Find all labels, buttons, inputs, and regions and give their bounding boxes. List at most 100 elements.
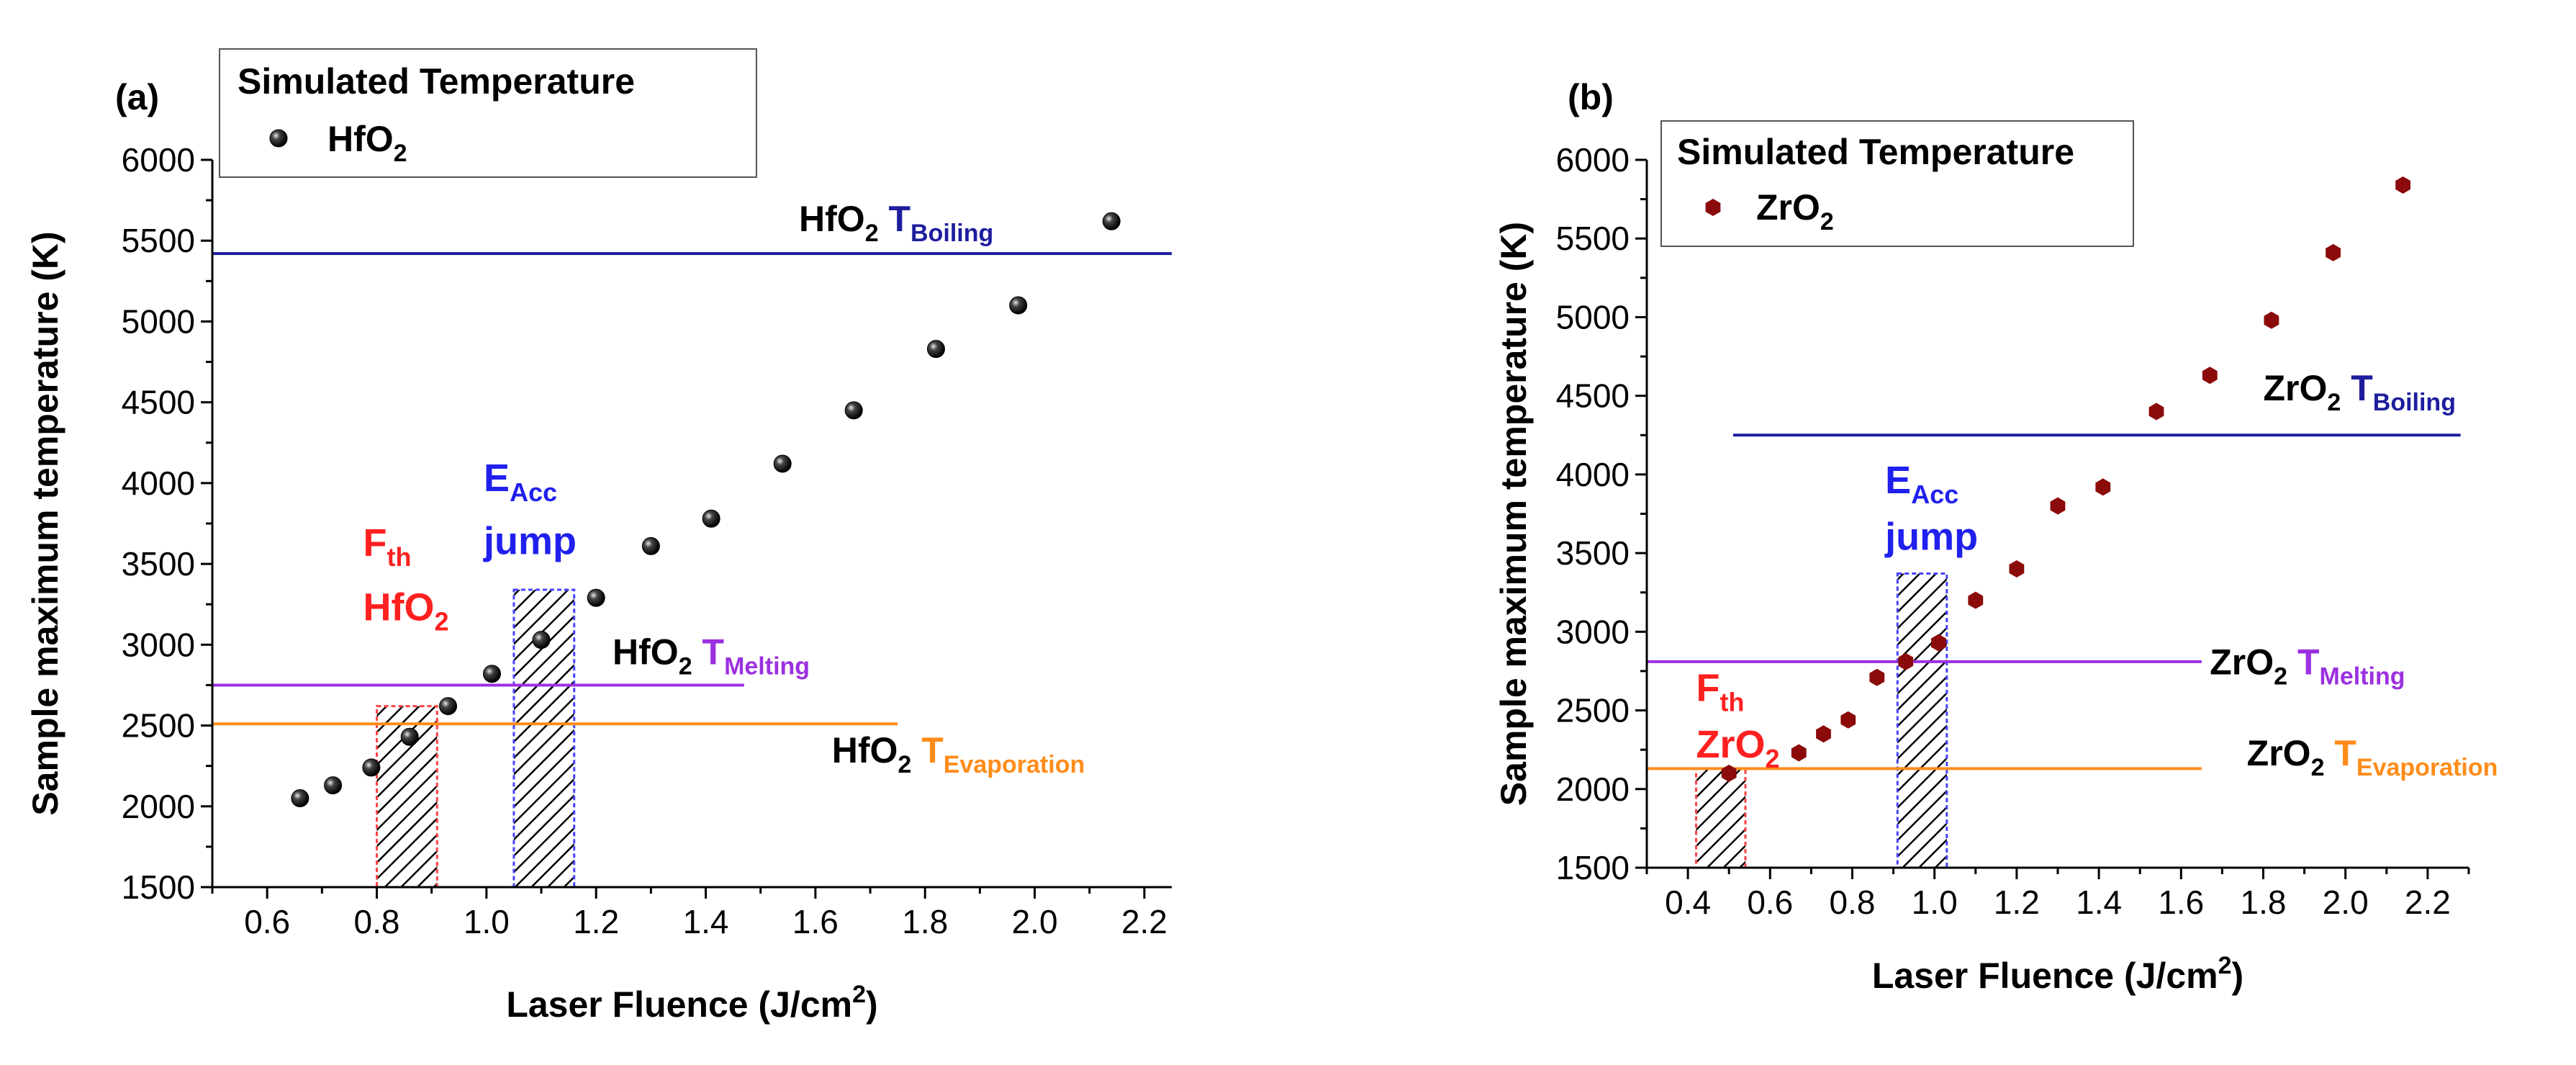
panel-b-x-axis-label-main: Laser Fluence (J/cm xyxy=(1872,956,2218,996)
panel-a-ytick-label: 2500 xyxy=(122,707,195,745)
panel-a-xtick-label: 1.6 xyxy=(792,903,839,940)
panel-a-evaporation-label-t: T xyxy=(911,730,943,770)
panel-b-boiling-label-main: ZrO xyxy=(2264,368,2328,408)
panel-a-legend-entry-main: HfO xyxy=(327,119,394,159)
panel-b-legend-title: Simulated Temperature xyxy=(1677,132,2074,172)
panel-a-fth-label-line1: Fth xyxy=(363,521,411,572)
panel-a-ytick-label: 3000 xyxy=(122,626,195,663)
panel-a-melting-label: HfO2 TMelting xyxy=(613,632,810,680)
panel-b-fth-label-line2-sub: 2 xyxy=(1766,744,1780,773)
panel-a-data-point xyxy=(1102,212,1121,230)
panel-b-data-point xyxy=(1898,652,1914,670)
panel-b-boiling-label-sub: 2 xyxy=(2327,389,2341,416)
panel-b-legend-entry-main: ZrO xyxy=(1756,187,1820,228)
panel-b-ytick-label: 5000 xyxy=(1556,298,1630,336)
panel-a-boiling-label-t-sub: Boiling xyxy=(910,220,993,247)
panel-a-melting-label-t: T xyxy=(692,632,724,672)
panel-b-xtick-label: 1.0 xyxy=(1912,884,1958,921)
panel-b-legend-box xyxy=(1660,120,2134,247)
panel-b-data-point xyxy=(2148,403,2164,421)
panel-b-xtick-label: 0.4 xyxy=(1665,884,1711,921)
panel-a-data-point xyxy=(439,697,458,716)
panel-b-x-axis-label-end: ) xyxy=(2232,956,2244,996)
panel-a-data-point xyxy=(400,727,419,746)
panel-a-xtick-label: 2.0 xyxy=(1012,903,1058,940)
panel-b-data-point xyxy=(1816,725,1831,743)
panel-b-ytick-label: 5500 xyxy=(1556,220,1630,257)
panel-a: (a) 1500 2000 2500 3000 3500 4000 4500 5000 5500 6… xyxy=(25,48,1172,1025)
panel-b-fth-label-line2-main: ZrO xyxy=(1696,723,1766,766)
panel-a-boiling-label-main: HfO xyxy=(799,199,865,239)
panel-b-melting-label-sub: 2 xyxy=(2274,662,2287,690)
panel-b-data-point xyxy=(2202,367,2218,385)
panel-b-melting-label-t-sub: Melting xyxy=(2320,662,2405,690)
panel-a-ytick-label: 3500 xyxy=(122,545,195,583)
panel-b-legend-entry: ZrO2 xyxy=(1756,187,1834,235)
panel-a-x-axis-label-sup: 2 xyxy=(852,981,866,1008)
panel-b-data-point xyxy=(1791,744,1807,762)
panel-a-fth-label-line1-sub: th xyxy=(387,542,411,572)
panel-b-data-point xyxy=(1968,591,1984,609)
panel-a-boiling-label-sub: 2 xyxy=(865,220,879,247)
panel-b-fth-label-line1-main: F xyxy=(1696,666,1720,709)
panel-b-xtick-label: 1.4 xyxy=(2076,884,2122,921)
panel-a-data-point xyxy=(324,776,343,795)
panel-b-fth-bar xyxy=(1695,767,1747,869)
panel-b-eacc-label-line2: jump xyxy=(1884,516,1978,559)
panel-b-melting-label-main: ZrO xyxy=(2210,642,2274,682)
panel-b-data-point xyxy=(1721,764,1737,782)
panel-a-boiling-label-t: T xyxy=(879,199,910,239)
panel-b-data-point xyxy=(2264,311,2279,329)
panel-b-data-point xyxy=(1840,711,1856,729)
panel-a-ytick-label: 5500 xyxy=(122,222,195,259)
panel-a-melting-label-sub: 2 xyxy=(679,652,692,680)
panel-a-xtick-label: 2.2 xyxy=(1121,903,1167,940)
panel-a-eacc-label-line1-sub: Acc xyxy=(510,477,557,507)
panel-b-eacc-label-line1: EAcc xyxy=(1885,459,1958,509)
panel-a-evaporation-label-t-sub: Evaporation xyxy=(944,751,1085,778)
panel-b-data-point xyxy=(1869,668,1885,686)
panel-a-data-point xyxy=(532,631,551,650)
panel-b-boiling-label: ZrO2 TBoiling xyxy=(2264,368,2456,416)
panel-b-ytick-label: 4500 xyxy=(1556,377,1630,415)
panel-b-legend-entry-sub: 2 xyxy=(1820,208,1834,235)
panel-a-ytick-label: 6000 xyxy=(122,141,195,179)
panel-b-fth-label-line2: ZrO2 xyxy=(1696,723,1780,773)
panel-a-legend-entry: HfO2 xyxy=(327,119,407,167)
panel-b-ytick-label: 4000 xyxy=(1556,456,1630,493)
panel-b-eacc-bar xyxy=(1896,572,1948,869)
panel-a-eacc-label-line2-main: jump xyxy=(483,520,577,563)
panel-b-eacc-label-line2-main: jump xyxy=(1884,516,1978,559)
panel-b-panel-label: (b) xyxy=(1568,77,1614,117)
panel-a-melting-label-t-sub: Melting xyxy=(724,652,810,680)
panel-a-x-axis-label-main: Laser Fluence (J/cm xyxy=(506,984,852,1025)
panel-a-evaporation-label-sub: 2 xyxy=(898,751,911,778)
panel-a-x-axis-label: Laser Fluence (J/cm2) xyxy=(506,981,877,1025)
panel-b-data-point xyxy=(2009,560,2025,578)
panel-a-eacc-label-line2: jump xyxy=(483,520,577,563)
panel-a-xtick-label: 0.6 xyxy=(244,903,290,940)
panel-b-evaporation-label-sub: 2 xyxy=(2311,754,2325,781)
panel-a-fth-label-line2-main: HfO xyxy=(363,586,434,629)
panel-a-xtick-label: 1.0 xyxy=(464,903,510,940)
panel-a-ytick-label: 2000 xyxy=(122,788,195,825)
panel-b-data-point xyxy=(2326,243,2341,261)
panel-b-data-point xyxy=(2095,478,2111,496)
panel-a-ytick-label: 1500 xyxy=(122,868,195,906)
panel-a-data-point xyxy=(926,340,945,359)
panel-b-data-point xyxy=(2395,176,2410,194)
panel-b-evaporation-label-t-sub: Evaporation xyxy=(2356,754,2498,781)
panel-a-xtick-label: 1.2 xyxy=(573,903,619,940)
panel-b-ytick-label: 3000 xyxy=(1556,613,1630,650)
panel-a-data-point xyxy=(641,536,660,555)
panel-b-fth-label-line1: Fth xyxy=(1696,666,1745,716)
panel-b-evaporation-label-t: T xyxy=(2324,733,2356,773)
panel-a-xtick-label: 0.8 xyxy=(354,903,400,940)
panel-a-y-axis-label: Sample maximum temperature (K) xyxy=(25,231,65,815)
panel-b-boiling-label-t-sub: Boiling xyxy=(2373,389,2456,416)
panel-b: (b) 1500 2000 2500 3000 3500 4000 4500 5000 5500 6… xyxy=(1493,77,2498,996)
panel-b-xtick-label: 0.8 xyxy=(1830,884,1876,921)
panel-a-data-point xyxy=(587,588,605,607)
panel-a-data-point xyxy=(482,665,501,683)
